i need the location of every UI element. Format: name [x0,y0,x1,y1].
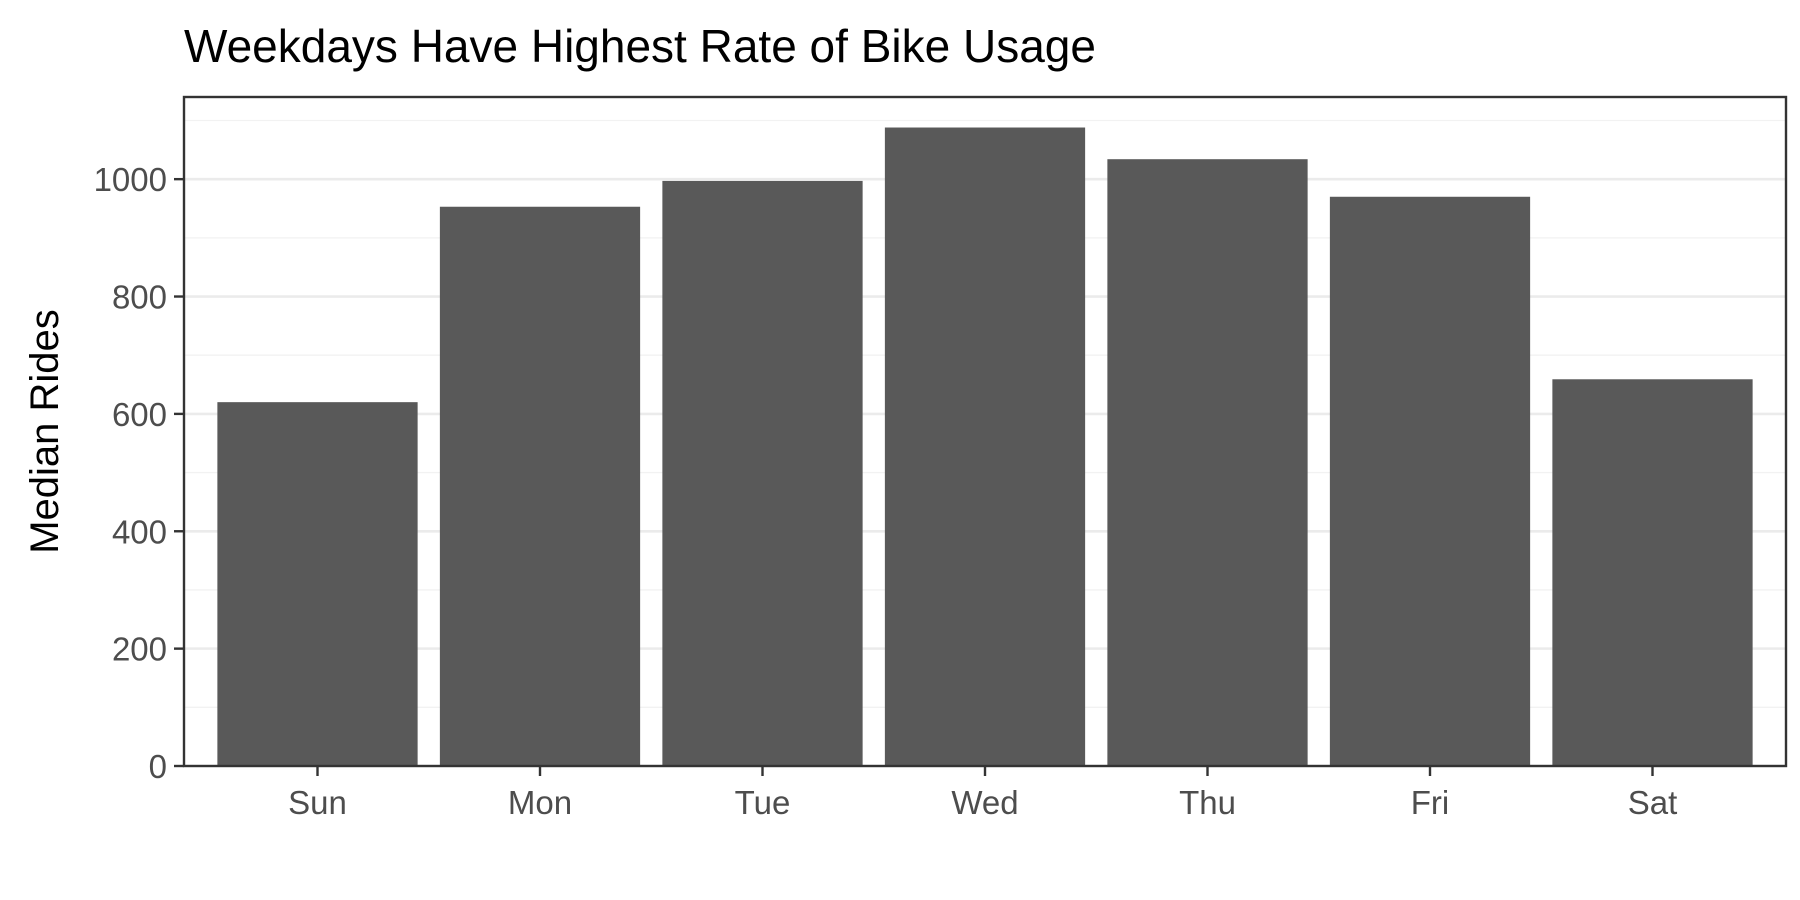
bar-fri [1329,196,1531,766]
chart-title: Weekdays Have Highest Rate of Bike Usage [184,20,1096,72]
bars [217,127,1753,766]
y-tick-label: 800 [112,279,167,316]
y-tick-label: 200 [112,631,167,668]
bar-mon [439,206,641,766]
y-tick-label: 1000 [94,161,167,198]
y-tick-label: 0 [149,748,167,785]
bar-thu [1107,159,1308,766]
x-tick-label: Tue [735,784,791,821]
bar-sun [217,402,418,766]
x-tick-label: Fri [1411,784,1449,821]
bar-wed [884,127,1086,766]
x-tick-label: Sat [1628,784,1678,821]
x-tick-label: Sun [288,784,347,821]
bar-tue [662,180,863,766]
bar-sat [1552,379,1753,766]
x-axis: Sun Mon Tue Wed Thu Fri Sat [288,766,1677,821]
y-tick-label: 400 [112,513,167,550]
y-tick-label: 600 [112,396,167,433]
x-tick-label: Mon [508,784,572,821]
y-axis: 0 200 400 600 800 1000 [94,161,184,785]
y-axis-label: Median Rides [23,309,67,554]
x-tick-label: Thu [1179,784,1236,821]
x-tick-label: Wed [951,784,1018,821]
